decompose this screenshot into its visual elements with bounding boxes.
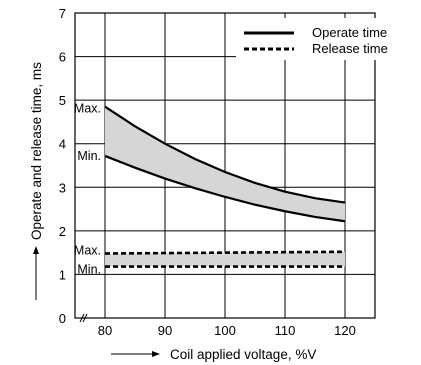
x-tick-label-100: 100: [214, 323, 236, 338]
y-tick-label-0: 0: [59, 311, 66, 326]
x-tick-label-120: 120: [334, 323, 356, 338]
legend-label-release: Release time: [312, 41, 388, 56]
y-tick-label-6: 6: [59, 50, 66, 65]
x-axis-arrowhead-icon: [152, 351, 160, 357]
y-tick-label-4: 4: [59, 137, 66, 152]
y-axis-label: Operate and release time, ms: [29, 62, 44, 300]
plot-frame: [74, 12, 376, 319]
band-label-min-0: Min.: [77, 149, 101, 163]
x-tick-label-110: 110: [275, 323, 296, 338]
series-lines: [104, 105, 346, 268]
y-tick-label-3: 3: [59, 180, 66, 195]
series-line-max-0: [104, 105, 346, 204]
x-tick-label-80: 80: [98, 323, 112, 338]
plot-border: [74, 12, 376, 319]
tick-labels: 80 90 100 110 120 0 1 2 3 4 5 6 7: [59, 6, 356, 338]
band-label-min-1: Min.: [77, 263, 101, 277]
series-line-max-1: [104, 250, 346, 255]
y-axis-title: Operate and release time, ms: [29, 62, 44, 240]
grid: [75, 13, 375, 318]
legend-label-operate: Operate time: [312, 25, 387, 40]
band-label-max-1: Max.: [74, 244, 101, 258]
y-axis-arrowhead-icon: [33, 246, 39, 254]
band-labels: Max. Min. Max. Min.: [74, 102, 101, 277]
y-tick-label-7: 7: [59, 6, 66, 21]
y-tick-label-2: 2: [59, 224, 66, 239]
x-axis-title: Coil applied voltage, %V: [170, 347, 316, 362]
y-tick-label-1: 1: [59, 267, 66, 282]
band-label-max-0: Max.: [74, 102, 101, 116]
legend: Operate time Release time: [236, 18, 408, 60]
x-tick-label-90: 90: [158, 323, 172, 338]
axis-break-icon: [79, 313, 88, 323]
series-line-min-0: [104, 154, 346, 223]
y-tick-label-5: 5: [59, 93, 66, 108]
band-1: [105, 251, 345, 267]
x-axis-label: Coil applied voltage, %V: [111, 347, 316, 362]
